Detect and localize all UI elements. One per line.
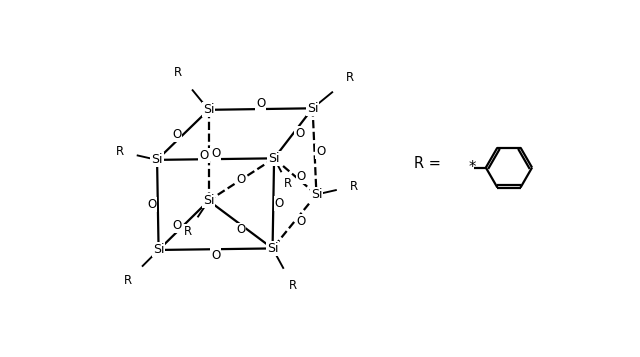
Text: O: O: [211, 249, 220, 262]
Text: Si: Si: [151, 154, 163, 166]
Text: R: R: [116, 145, 124, 158]
Text: R: R: [349, 180, 358, 192]
Text: Si: Si: [310, 188, 322, 201]
Text: O: O: [275, 197, 284, 210]
Text: O: O: [316, 145, 325, 158]
Text: O: O: [147, 198, 156, 211]
Text: O: O: [295, 127, 304, 140]
Text: Si: Si: [153, 243, 164, 256]
Text: Si: Si: [267, 242, 278, 255]
Text: Si: Si: [307, 102, 318, 115]
Text: Si: Si: [268, 152, 280, 165]
Text: O: O: [297, 170, 306, 183]
Text: *: *: [468, 160, 476, 175]
Text: R: R: [184, 225, 193, 238]
Text: R: R: [124, 274, 132, 287]
Text: R: R: [174, 66, 182, 79]
Text: R =: R =: [414, 156, 441, 171]
Text: Si: Si: [203, 103, 214, 116]
Text: O: O: [200, 149, 209, 162]
Text: O: O: [211, 147, 220, 160]
Text: R: R: [289, 279, 297, 292]
Text: O: O: [296, 215, 305, 228]
Text: R: R: [346, 71, 354, 84]
Text: O: O: [172, 129, 181, 141]
Text: O: O: [173, 219, 182, 232]
Text: O: O: [256, 97, 265, 110]
Text: O: O: [236, 223, 245, 236]
Text: R: R: [284, 177, 292, 190]
Text: O: O: [237, 173, 246, 186]
Text: Si: Si: [203, 194, 214, 207]
